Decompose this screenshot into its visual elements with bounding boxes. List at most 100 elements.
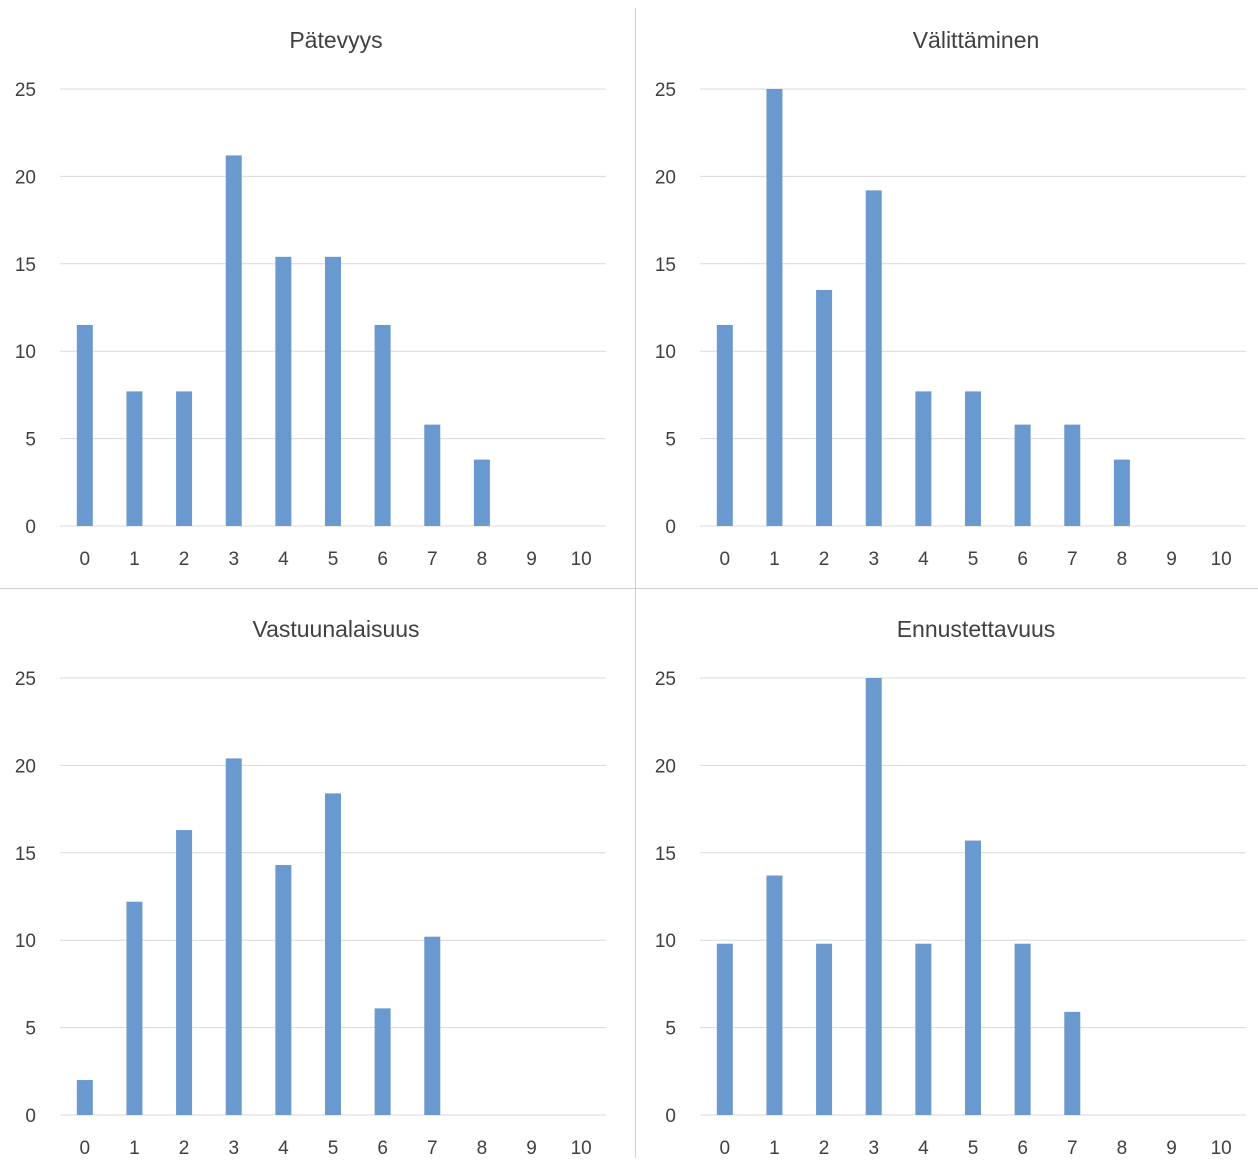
x-tick-label: 2 <box>179 1138 190 1159</box>
y-tick-label: 5 <box>665 430 676 451</box>
bar <box>1014 943 1031 1115</box>
bar <box>766 875 783 1115</box>
x-tick-label: 2 <box>179 549 190 570</box>
chart-valittaminen: Välittäminen 0 5 10 15 20 25 0 1 2 3 4 5 6 7 8 9 10 <box>640 0 1258 582</box>
x-tick-label: 4 <box>278 1138 289 1159</box>
chart-vastuunalaisuus: Vastuunalaisuus 0 5 10 15 20 25 0 1 2 3 4 5 6 7 8 9 10 <box>0 589 629 1171</box>
x-tick-label: 6 <box>377 1138 388 1159</box>
x-tick-label: 1 <box>769 549 780 570</box>
chart-title: Pätevyys <box>289 27 382 53</box>
x-tick-label: 4 <box>918 549 929 570</box>
chart-ennustettavuus: Ennustettavuus 0 5 10 15 20 25 0 1 2 3 4 5 6 7 8 9 10 <box>640 589 1258 1171</box>
x-tick-label: 7 <box>1067 1138 1078 1159</box>
x-tick-label: 5 <box>328 1138 339 1159</box>
x-tick-label: 0 <box>720 549 731 570</box>
x-tick-label: 10 <box>571 1138 592 1159</box>
x-tick-label: 3 <box>228 549 239 570</box>
chart-svg-1: Välittäminen 0 5 10 15 20 25 0 1 2 3 4 5 6 7 8 9 10 <box>655 27 1246 570</box>
chart-title: Ennustettavuus <box>897 616 1056 642</box>
x-tick-label: 3 <box>868 1138 879 1159</box>
chart-patevyys: Pätevyys 0 5 10 15 20 25 0 1 2 3 4 5 6 7 8 9 10 <box>0 0 629 582</box>
y-tick-label: 15 <box>655 844 676 865</box>
x-tick-label: 5 <box>968 1138 979 1159</box>
chart-title: Välittäminen <box>913 27 1040 53</box>
x-tick-label: 10 <box>1211 549 1232 570</box>
x-tick-label: 7 <box>1067 549 1078 570</box>
x-tick-label: 1 <box>129 1138 140 1159</box>
chart-svg-3: Ennustettavuus 0 5 10 15 20 25 0 1 2 3 4 5 6 7 8 9 10 <box>655 616 1246 1159</box>
x-tick-label: 2 <box>819 1138 830 1159</box>
x-tick-label: 1 <box>769 1138 780 1159</box>
bar <box>915 391 932 526</box>
y-tick-label: 20 <box>655 167 676 188</box>
bar <box>275 865 292 1115</box>
bar <box>965 840 981 1115</box>
y-tick-label: 5 <box>25 430 36 451</box>
y-tick-label: 15 <box>15 255 36 276</box>
bar <box>176 391 193 526</box>
x-tick-label: 4 <box>918 1138 929 1159</box>
y-tick-label: 10 <box>655 931 676 952</box>
bar <box>915 943 932 1115</box>
x-tick-label: 5 <box>328 549 339 570</box>
y-tick-label: 20 <box>15 756 36 777</box>
y-tick-label: 10 <box>655 342 676 363</box>
x-tick-label: 6 <box>1017 549 1028 570</box>
bar <box>374 324 391 526</box>
bar <box>374 1008 391 1115</box>
x-tick-label: 3 <box>868 549 879 570</box>
bar <box>126 901 143 1115</box>
x-tick-label: 8 <box>477 1138 488 1159</box>
bar <box>473 459 490 526</box>
chart-svg-0: Pätevyys 0 5 10 15 20 25 0 1 2 3 4 5 6 7 8 9 10 <box>15 27 606 570</box>
x-tick-label: 10 <box>1211 1138 1232 1159</box>
bar <box>816 290 833 526</box>
y-tick-label: 25 <box>15 80 36 101</box>
bar <box>865 190 882 526</box>
y-tick-label: 0 <box>25 1106 36 1127</box>
y-tick-label: 10 <box>15 931 36 952</box>
bar <box>225 758 242 1115</box>
bar <box>325 793 341 1115</box>
chart-svg-2: Vastuunalaisuus 0 5 10 15 20 25 0 1 2 3 4 5 6 7 8 9 10 <box>15 616 606 1159</box>
bar <box>766 89 783 526</box>
y-tick-label: 15 <box>655 255 676 276</box>
bar <box>76 324 93 526</box>
bar <box>126 391 143 526</box>
x-tick-label: 7 <box>427 1138 438 1159</box>
x-tick-label: 0 <box>80 549 91 570</box>
x-tick-label: 6 <box>1017 1138 1028 1159</box>
y-tick-label: 5 <box>25 1019 36 1040</box>
bar <box>225 155 242 526</box>
bar <box>716 943 733 1115</box>
x-tick-label: 0 <box>720 1138 731 1159</box>
y-tick-label: 25 <box>15 669 36 690</box>
bar <box>1064 424 1081 526</box>
bar <box>1014 424 1031 526</box>
x-tick-label: 5 <box>968 549 979 570</box>
x-tick-label: 9 <box>1166 1138 1177 1159</box>
x-tick-label: 9 <box>526 1138 537 1159</box>
bar <box>716 324 733 526</box>
bar <box>1064 1011 1081 1115</box>
x-tick-label: 2 <box>819 549 830 570</box>
horizontal-divider <box>0 588 1258 589</box>
x-tick-label: 9 <box>526 549 537 570</box>
y-tick-label: 0 <box>665 517 676 538</box>
y-tick-label: 25 <box>655 669 676 690</box>
x-tick-label: 7 <box>427 549 438 570</box>
x-tick-label: 6 <box>377 549 388 570</box>
bar <box>176 830 193 1115</box>
x-tick-label: 8 <box>1117 1138 1128 1159</box>
x-tick-label: 4 <box>278 549 289 570</box>
x-tick-label: 3 <box>228 1138 239 1159</box>
bar <box>816 943 833 1115</box>
x-tick-label: 8 <box>477 549 488 570</box>
y-tick-label: 20 <box>655 756 676 777</box>
y-tick-label: 25 <box>655 80 676 101</box>
y-tick-label: 10 <box>15 342 36 363</box>
x-tick-label: 10 <box>571 549 592 570</box>
bar <box>965 391 981 526</box>
x-tick-label: 1 <box>129 549 140 570</box>
vertical-divider <box>635 8 636 1158</box>
